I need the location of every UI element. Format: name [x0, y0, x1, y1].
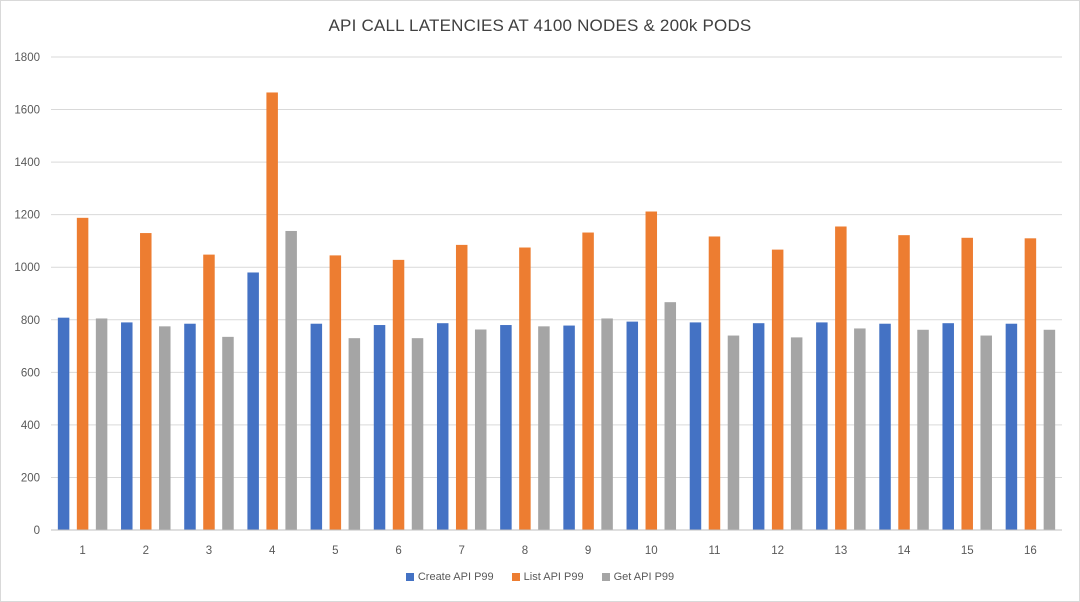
bar-list-api-p99 [76, 217, 89, 530]
bar-create-api-p99 [689, 322, 702, 530]
bar-create-api-p99 [1005, 323, 1018, 530]
x-tick-label: 11 [708, 545, 720, 557]
bar-list-api-p99 [329, 255, 342, 530]
x-tick-label: 5 [332, 545, 338, 557]
y-tick-label: 1800 [14, 52, 40, 64]
y-tick-label: 1600 [14, 105, 40, 117]
legend-item: List API P99 [511, 571, 584, 583]
bar-list-api-p99 [771, 249, 784, 531]
legend-swatch [601, 573, 610, 581]
bar-list-api-p99 [392, 259, 405, 530]
bar-get-api-p99 [980, 335, 992, 530]
bar-create-api-p99 [121, 322, 133, 530]
bar-list-api-p99 [519, 247, 531, 530]
x-tick-label: 14 [898, 545, 911, 557]
bar-list-api-p99 [140, 233, 152, 531]
x-tick-label: 16 [1024, 545, 1037, 557]
bar-get-api-p99 [601, 318, 613, 530]
bar-list-api-p99 [835, 226, 847, 530]
bar-create-api-p99 [436, 323, 449, 530]
bar-create-api-p99 [626, 321, 639, 530]
bar-list-api-p99 [582, 232, 594, 530]
bar-list-api-p99 [266, 92, 278, 530]
bar-get-api-p99 [222, 336, 234, 530]
bar-get-api-p99 [854, 328, 866, 530]
bar-list-api-p99 [898, 235, 910, 530]
y-tick-label: 600 [21, 367, 40, 379]
legend-swatch [405, 573, 414, 581]
bar-get-api-p99 [348, 338, 361, 530]
bar-get-api-p99 [727, 335, 740, 530]
y-tick-label: 400 [21, 420, 40, 432]
bar-create-api-p99 [57, 317, 70, 530]
x-tick-label: 12 [771, 545, 784, 557]
legend-item: Create API P99 [405, 571, 494, 583]
x-tick-label: 10 [645, 545, 658, 557]
bar-list-api-p99 [961, 237, 973, 530]
bar-get-api-p99 [474, 329, 487, 530]
bar-get-api-p99 [95, 318, 108, 530]
bar-create-api-p99 [310, 323, 323, 530]
bar-create-api-p99 [816, 322, 828, 530]
bar-list-api-p99 [645, 211, 658, 530]
bar-get-api-p99 [917, 329, 929, 530]
bar-create-api-p99 [563, 325, 575, 530]
legend: Create API P99 List API P99 Get API P99 [0, 571, 1080, 583]
bar-list-api-p99 [203, 254, 215, 530]
bar-list-api-p99 [455, 244, 468, 530]
x-tick-label: 1 [79, 545, 85, 557]
chart-title: API CALL LATENCIES AT 4100 NODES & 200k … [328, 16, 752, 35]
bar-create-api-p99 [752, 323, 765, 530]
y-tick-label: 200 [21, 472, 40, 484]
bar-create-api-p99 [942, 323, 954, 530]
bar-create-api-p99 [373, 325, 386, 530]
y-tick-label: 1200 [14, 210, 40, 222]
bar-get-api-p99 [159, 326, 171, 530]
bar-create-api-p99 [247, 272, 259, 530]
bar-get-api-p99 [664, 302, 677, 530]
y-tick-label: 1000 [14, 262, 40, 274]
x-tick-label: 6 [395, 545, 401, 557]
legend-swatch [511, 573, 520, 581]
bar-get-api-p99 [411, 338, 424, 530]
x-tick-label: 7 [459, 545, 465, 557]
x-tick-label: 4 [269, 545, 276, 557]
x-tick-label: 3 [206, 545, 212, 557]
y-tick-label: 1400 [14, 157, 40, 169]
legend-label: Create API P99 [417, 571, 494, 583]
gridlines [51, 56, 1062, 478]
bar-create-api-p99 [500, 325, 512, 530]
bars [57, 92, 1056, 531]
bar-get-api-p99 [538, 326, 550, 530]
bar-create-api-p99 [879, 323, 891, 530]
y-tick-label: 800 [21, 315, 40, 327]
x-tick-label: 9 [585, 545, 591, 557]
bar-get-api-p99 [285, 230, 297, 530]
bar-get-api-p99 [1043, 329, 1056, 530]
x-tick-label: 13 [834, 545, 847, 557]
legend-label: List API P99 [523, 571, 584, 583]
x-tick-label: 8 [522, 545, 528, 557]
legend-item: Get API P99 [601, 571, 675, 583]
bar-list-api-p99 [708, 236, 721, 530]
bar-list-api-p99 [1024, 238, 1037, 531]
bar-get-api-p99 [790, 337, 803, 530]
legend-label: Get API P99 [613, 571, 675, 583]
x-tick-label: 15 [961, 545, 974, 557]
y-tick-label: 0 [34, 525, 40, 537]
x-tick-label: 2 [143, 545, 149, 557]
bar-create-api-p99 [184, 323, 196, 530]
